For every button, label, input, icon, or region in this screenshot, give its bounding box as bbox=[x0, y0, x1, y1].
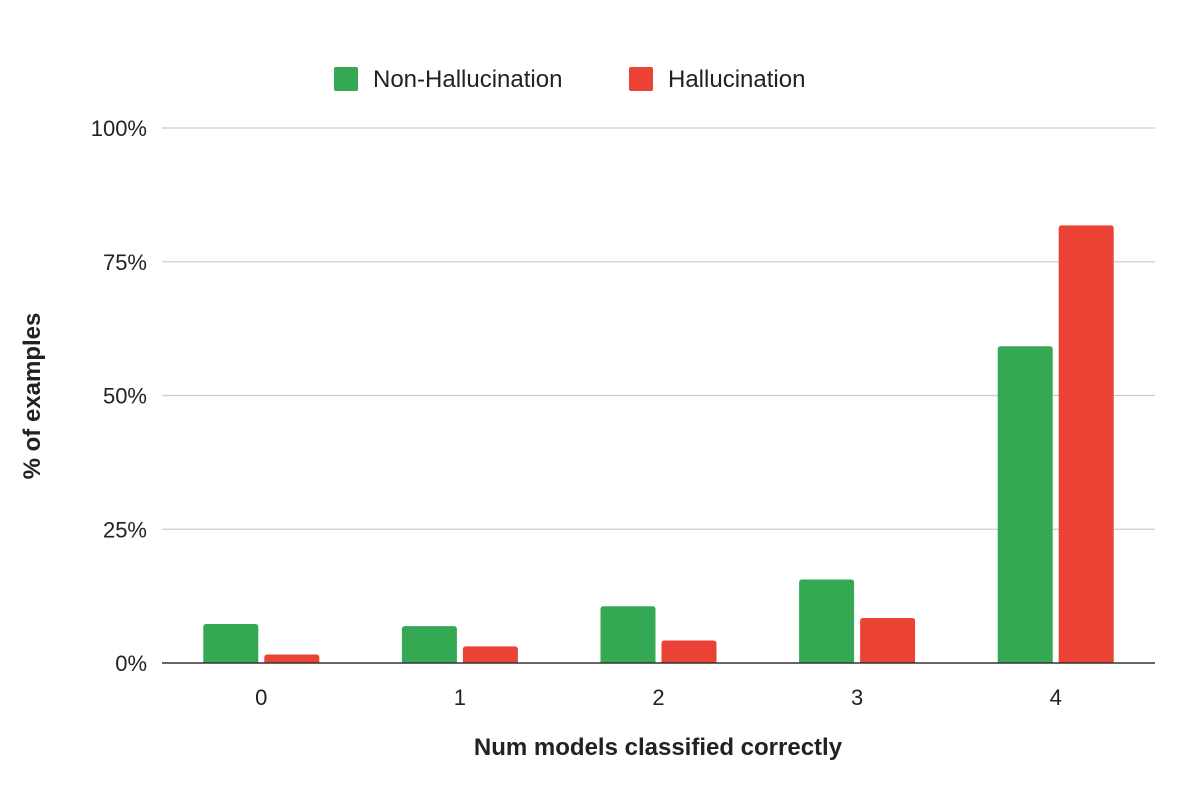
bar-hallucination-2 bbox=[661, 640, 717, 663]
legend-swatch bbox=[334, 67, 358, 91]
x-tick-label: 3 bbox=[851, 685, 863, 710]
y-tick-label: 50% bbox=[103, 384, 147, 409]
x-tick-label: 1 bbox=[454, 685, 466, 710]
y-axis-title: % of examples bbox=[19, 313, 46, 480]
bar-hallucination-1 bbox=[462, 646, 518, 663]
y-tick-label: 75% bbox=[103, 250, 147, 275]
legend-label: Hallucination bbox=[668, 66, 805, 93]
bar-non-hallucination-1 bbox=[401, 626, 457, 663]
x-tick-label: 4 bbox=[1050, 685, 1062, 710]
x-axis-ticks: 0 1 2 3 4 bbox=[255, 685, 1062, 710]
legend-swatch bbox=[629, 67, 653, 91]
legend: Non-Hallucination Hallucination bbox=[334, 66, 805, 93]
bar-hallucination-3 bbox=[860, 618, 916, 663]
bar-non-hallucination-2 bbox=[600, 606, 656, 663]
x-tick-label: 2 bbox=[652, 685, 664, 710]
y-tick-label: 25% bbox=[103, 517, 147, 542]
y-axis-ticks: 0% 25% 50% 75% 100% bbox=[91, 116, 147, 676]
bars bbox=[203, 225, 1114, 663]
y-tick-label: 0% bbox=[115, 651, 147, 676]
x-axis-title: Num models classified correctly bbox=[474, 734, 843, 761]
bar-hallucination-0 bbox=[264, 654, 320, 663]
bar-hallucination-4 bbox=[1058, 225, 1114, 663]
bar-non-hallucination-0 bbox=[203, 623, 259, 663]
legend-label: Non-Hallucination bbox=[373, 66, 562, 93]
x-tick-label: 0 bbox=[255, 685, 267, 710]
y-tick-label: 100% bbox=[91, 116, 147, 141]
gridlines bbox=[162, 127, 1155, 530]
bar-non-hallucination-3 bbox=[799, 579, 855, 663]
bar-non-hallucination-4 bbox=[997, 346, 1053, 663]
